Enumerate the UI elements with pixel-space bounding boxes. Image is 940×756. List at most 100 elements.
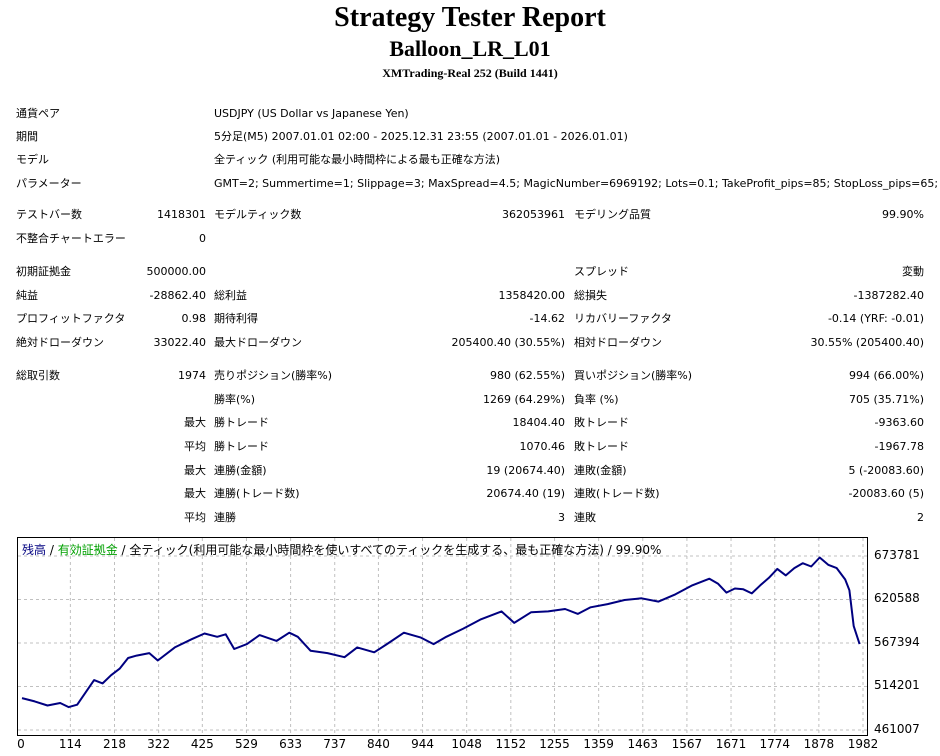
- gross-loss-value: -1387282.40: [853, 289, 924, 302]
- consec-win-amt-value: 19 (20674.40): [486, 464, 565, 477]
- x-tick-label: 840: [366, 737, 390, 751]
- setting-label-period: 期間: [16, 130, 38, 143]
- x-tick-label: 322: [147, 737, 171, 751]
- win-pct-value: 1269 (64.29%): [482, 393, 565, 406]
- setting-label-model: モデル: [16, 153, 49, 166]
- max-dd-label: 最大ドローダウン: [214, 336, 302, 349]
- max-label: 最大: [184, 464, 206, 477]
- spread-label: スプレッド: [574, 265, 629, 278]
- x-tick-label: 633: [279, 737, 303, 751]
- x-tick-label: 1774: [759, 737, 791, 751]
- setting-value-parameters: GMT=2; Summertime=1; Slippage=3; MaxSpre…: [214, 177, 939, 190]
- legend-separator: /: [117, 543, 130, 557]
- max-loss-value: -9363.60: [874, 416, 924, 429]
- pf-value: 0.98: [181, 312, 207, 325]
- legend-quality: 99.90%: [615, 543, 662, 557]
- rel-dd-label: 相対ドローダウン: [574, 336, 662, 349]
- ticks-label: モデルティック数: [214, 208, 302, 221]
- consec-loss-cnt-label: 連敗(トレード数): [574, 487, 660, 500]
- y-tick-label: 673781: [874, 548, 920, 562]
- legend-model: 全ティック(利用可能な最小時間枠を使いすべてのティックを生成する、最も正確な方法…: [129, 543, 604, 557]
- x-tick-label: 1359: [583, 737, 614, 751]
- avg-consec-loss-value: 2: [917, 511, 924, 524]
- consec-loss-cnt-value: -20083.60 (5): [848, 487, 924, 500]
- chart-legend: 残高 / 有効証拠金 / 全ティック(利用可能な最小時間枠を使いすべてのティック…: [22, 541, 661, 558]
- bars-value: 1418301: [157, 208, 206, 221]
- balance-series-line: [21, 556, 861, 709]
- errors-label: 不整合チャートエラー: [16, 232, 126, 245]
- gross-profit-value: 1358420.00: [498, 289, 565, 302]
- setting-value-symbol: USDJPY (US Dollar vs Japanese Yen): [214, 107, 409, 120]
- legend-separator: /: [46, 543, 58, 557]
- gross-loss-label: 総損失: [574, 289, 607, 302]
- x-tick-label: 0: [17, 737, 25, 751]
- recovery-label: リカバリーファクタ: [574, 312, 672, 325]
- quality-value: 99.90%: [882, 208, 924, 221]
- max-dd-value: 205400.40 (30.55%): [451, 336, 565, 349]
- balance-chart-svg: [18, 538, 867, 735]
- x-tick-label: 1671: [715, 737, 747, 751]
- avg-consec-win-value: 3: [558, 511, 565, 524]
- avg-loss-label: 敗トレード: [574, 440, 629, 453]
- recovery-value: -0.14 (YRF: -0.01): [827, 312, 924, 325]
- x-tick-label: 1048: [451, 737, 482, 751]
- setting-value-model: 全ティック (利用可能な最小時間枠による最も正確な方法): [214, 153, 501, 166]
- avg-label: 平均: [184, 511, 206, 524]
- x-tick-label: 1255: [539, 737, 570, 751]
- consec-loss-amt-label: 連敗(金額): [574, 464, 627, 477]
- balance-chart: [17, 537, 868, 736]
- x-tick-label: 737: [323, 737, 347, 751]
- win-pct-label: 勝率(%): [214, 393, 256, 406]
- max-label: 最大: [184, 416, 206, 429]
- payoff-value: -14.62: [529, 312, 565, 325]
- net-value: -28862.40: [149, 289, 206, 302]
- quality-label: モデリング品質: [574, 208, 651, 221]
- long-label: 買いポジション(勝率%): [574, 369, 693, 382]
- legend-balance: 残高: [22, 543, 47, 557]
- net-label: 純益: [16, 289, 38, 302]
- loss-pct-label: 負率 (%): [574, 393, 619, 406]
- consec-win-cnt-value: 20674.40 (19): [486, 487, 565, 500]
- legend-equity: 有効証拠金: [57, 543, 118, 557]
- x-tick-label: 1982: [847, 737, 879, 751]
- avg-consec-win-label: 連勝: [214, 511, 236, 524]
- rel-dd-value: 30.55% (205400.40): [810, 336, 924, 349]
- setting-value-period: 5分足(M5) 2007.01.01 02:00 - 2025.12.31 23…: [214, 130, 628, 143]
- x-tick-label: 944: [411, 737, 434, 751]
- payoff-label: 期待利得: [214, 312, 258, 325]
- total-trades-value: 1974: [178, 369, 206, 382]
- short-label: 売りポジション(勝率%): [214, 369, 333, 382]
- x-tick-label: 1463: [627, 737, 659, 751]
- consec-loss-amt-value: 5 (-20083.60): [848, 464, 924, 477]
- consec-win-cnt-label: 連勝(トレード数): [214, 487, 300, 500]
- y-tick-label: 567394: [874, 635, 920, 649]
- avg-consec-loss-label: 連敗: [574, 511, 596, 524]
- setting-label-parameters: パラメーター: [16, 177, 82, 190]
- spread-value: 変動: [902, 265, 924, 278]
- errors-value: 0: [199, 232, 206, 245]
- x-tick-label: 218: [103, 737, 126, 751]
- x-tick-label: 1878: [803, 737, 835, 751]
- abs-dd-label: 絶対ドローダウン: [16, 336, 104, 349]
- gross-profit-label: 総利益: [214, 289, 247, 302]
- x-tick-label: 114: [58, 737, 82, 751]
- setting-label-symbol: 通貨ペア: [16, 107, 60, 120]
- max-win-value: 18404.40: [512, 416, 566, 429]
- y-tick-label: 461007: [874, 722, 920, 736]
- max-win-label: 勝トレード: [214, 416, 269, 429]
- x-tick-label: 425: [190, 737, 214, 751]
- avg-loss-value: -1967.78: [874, 440, 924, 453]
- x-tick-label: 1567: [671, 737, 703, 751]
- total-trades-label: 総取引数: [16, 369, 60, 382]
- avg-win-label: 勝トレード: [214, 440, 269, 453]
- avg-win-value: 1070.46: [519, 440, 566, 453]
- deposit-label: 初期証拠金: [16, 265, 71, 278]
- avg-label: 平均: [184, 440, 206, 453]
- consec-win-amt-label: 連勝(金額): [214, 464, 267, 477]
- loss-pct-value: 705 (35.71%): [848, 393, 924, 406]
- ticks-value: 362053961: [502, 208, 565, 221]
- short-value: 980 (62.55%): [489, 369, 565, 382]
- legend-separator: /: [603, 543, 616, 557]
- abs-dd-value: 33022.40: [153, 336, 207, 349]
- max-loss-label: 敗トレード: [574, 416, 629, 429]
